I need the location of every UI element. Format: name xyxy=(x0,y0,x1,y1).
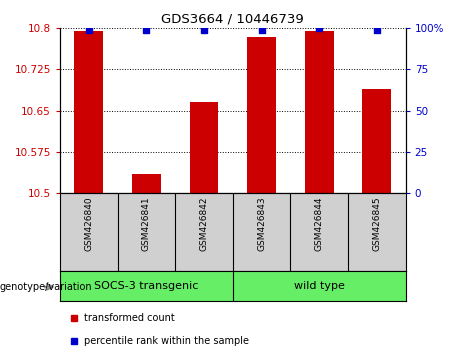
Title: GDS3664 / 10446739: GDS3664 / 10446739 xyxy=(161,13,304,26)
Text: GSM426844: GSM426844 xyxy=(315,197,324,251)
Bar xyxy=(247,36,276,193)
Text: transformed count: transformed count xyxy=(84,313,175,323)
Text: genotype/variation: genotype/variation xyxy=(0,282,93,292)
Bar xyxy=(189,102,219,193)
Bar xyxy=(132,174,161,193)
Text: GSM426845: GSM426845 xyxy=(372,197,381,251)
Text: wild type: wild type xyxy=(294,281,345,291)
Bar xyxy=(74,31,103,193)
Text: GSM426843: GSM426843 xyxy=(257,197,266,251)
Text: GSM426840: GSM426840 xyxy=(84,197,93,251)
Text: GSM426841: GSM426841 xyxy=(142,197,151,251)
Bar xyxy=(362,89,391,193)
Text: percentile rank within the sample: percentile rank within the sample xyxy=(84,336,249,346)
Text: GSM426842: GSM426842 xyxy=(200,197,208,251)
Text: SOCS-3 transgenic: SOCS-3 transgenic xyxy=(94,281,199,291)
Bar xyxy=(305,31,334,193)
